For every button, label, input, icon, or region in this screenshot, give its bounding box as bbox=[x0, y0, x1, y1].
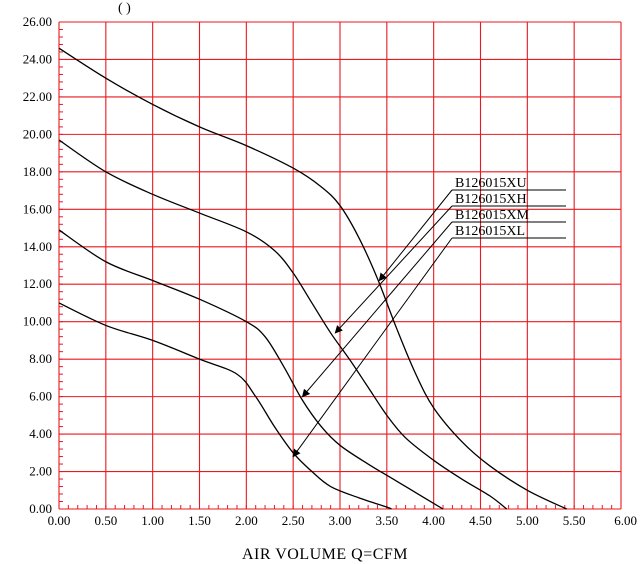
y-tick-label: 12.00 bbox=[23, 276, 52, 291]
annotation-label: B126015XH bbox=[455, 192, 527, 207]
series-line-b126015xu bbox=[58, 47, 567, 510]
y-tick-label: 20.00 bbox=[23, 126, 52, 141]
y-tick-label: 22.00 bbox=[23, 89, 52, 104]
y-tick-label: 8.00 bbox=[29, 351, 52, 366]
x-tick-label: 4.50 bbox=[469, 513, 492, 528]
annotation-label: B126015XL bbox=[455, 224, 525, 239]
x-tick-label: 3.50 bbox=[375, 513, 398, 528]
series-line-b126015xm bbox=[58, 229, 444, 510]
grid-lines bbox=[58, 21, 622, 510]
y-tick-label: 6.00 bbox=[29, 389, 52, 404]
y-tick-label: 0.00 bbox=[29, 501, 52, 516]
y-tick-label: 18.00 bbox=[23, 164, 52, 179]
y-tick-label: 16.00 bbox=[23, 201, 52, 216]
x-tick-label: 1.50 bbox=[188, 513, 211, 528]
y-tick-label: 4.00 bbox=[29, 426, 52, 441]
y-tick-label: 2.00 bbox=[29, 464, 52, 479]
y-axis-title-partial: ( ) bbox=[118, 1, 131, 16]
x-tick-label: 6.00 bbox=[614, 513, 637, 528]
series-line-b126015xh bbox=[58, 139, 508, 510]
x-tick-label: 2.50 bbox=[282, 513, 305, 528]
annotation-arrow bbox=[292, 237, 453, 458]
y-tick-label: 10.00 bbox=[23, 314, 52, 329]
tick-labels: 0.00 0.50 1.00 1.50 2.00 2.50 3.00 3.50 4.00 4.50… bbox=[23, 14, 637, 528]
x-tick-label: 3.00 bbox=[329, 513, 352, 528]
annotation-arrow bbox=[301, 221, 453, 398]
x-tick-label: 1.00 bbox=[141, 513, 164, 528]
x-tick-label: 0.00 bbox=[48, 513, 71, 528]
annotation-label: B126015XU bbox=[455, 176, 527, 191]
annotation-arrow bbox=[334, 205, 453, 334]
annotation-label: B126015XM bbox=[455, 208, 529, 223]
series-lines bbox=[58, 47, 567, 510]
annotation-arrow bbox=[378, 189, 453, 282]
series-line-b126015xl bbox=[58, 302, 392, 510]
x-tick-label: 4.00 bbox=[422, 513, 445, 528]
x-tick-label: 0.50 bbox=[94, 513, 117, 528]
x-axis-title: AIR VOLUME Q=CFM bbox=[242, 546, 408, 563]
y-tick-label: 26.00 bbox=[23, 14, 52, 29]
y-tick-label: 14.00 bbox=[23, 239, 52, 254]
x-tick-label: 5.50 bbox=[563, 513, 586, 528]
x-tick-label: 2.00 bbox=[235, 513, 258, 528]
y-tick-label: 24.00 bbox=[23, 51, 52, 66]
x-tick-label: 5.00 bbox=[516, 513, 539, 528]
